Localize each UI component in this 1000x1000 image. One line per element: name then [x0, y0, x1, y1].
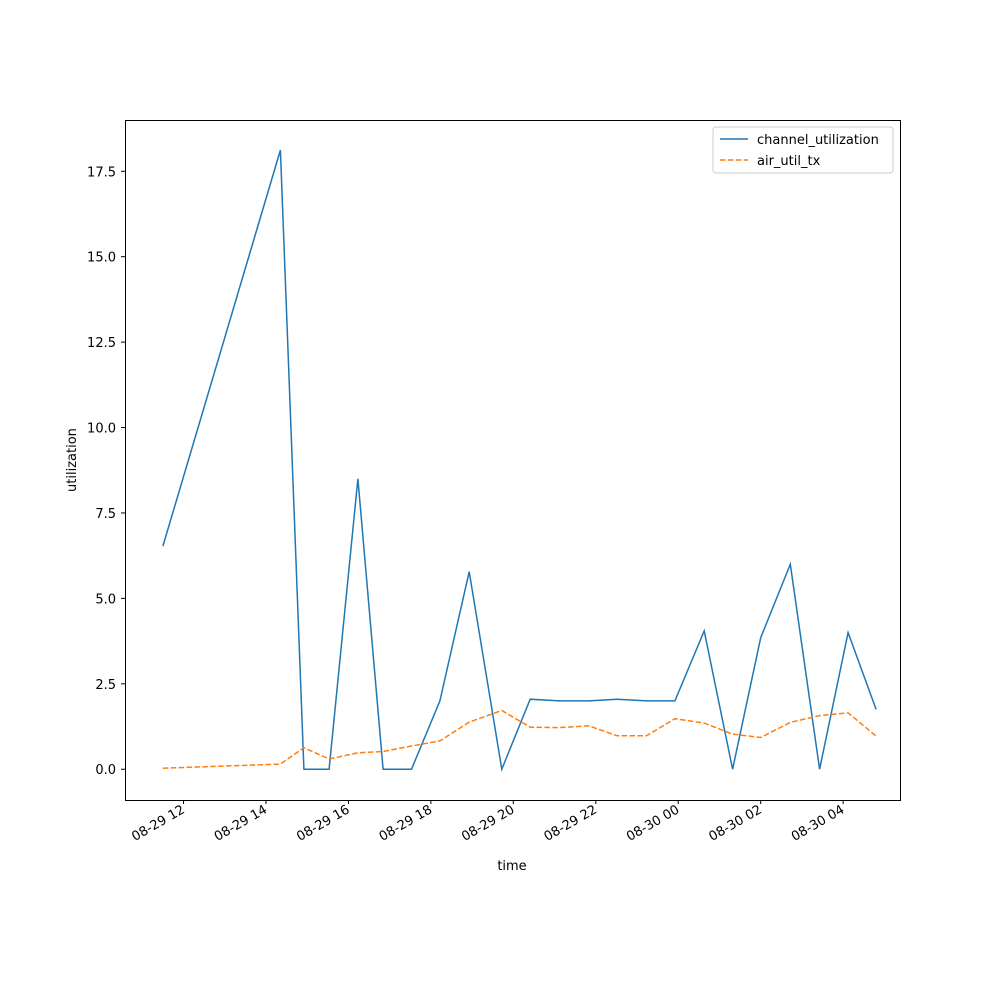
x-tick-label: 08-30 04 — [789, 802, 847, 844]
legend-label-channel-utilization: channel_utilization — [757, 133, 879, 148]
y-axis-label: utilization — [65, 428, 80, 492]
y-tick-label: 0.0 — [95, 763, 116, 778]
x-tick-label: 08-29 14 — [212, 802, 270, 844]
x-tick-label: 08-29 12 — [129, 802, 187, 844]
y-tick-label: 5.0 — [95, 592, 116, 607]
y-tick-label: 17.5 — [87, 165, 116, 180]
x-tick-label: 08-29 20 — [459, 802, 517, 844]
y-tick-label: 10.0 — [87, 422, 116, 437]
legend-box — [712, 126, 894, 174]
y-tick-label: 2.5 — [95, 678, 116, 693]
plot-frame — [125, 120, 901, 801]
series-line-air-util-tx — [162, 709, 877, 769]
x-axis-label: time — [497, 859, 526, 874]
x-tick-label: 08-29 16 — [294, 802, 352, 844]
series-line-channel-utilization — [162, 149, 877, 772]
y-tick-label: 15.0 — [87, 251, 116, 266]
y-tick-label: 12.5 — [87, 336, 116, 351]
x-tick-label: 08-29 22 — [542, 802, 600, 844]
x-tick-label: 08-30 02 — [707, 802, 765, 844]
legend-label-air-util-tx: air_util_tx — [757, 154, 821, 169]
legend: channel_utilization air_util_tx — [712, 126, 894, 174]
x-tick-label: 08-29 18 — [377, 802, 435, 844]
x-tick-label: 08-30 00 — [624, 802, 682, 844]
y-tick-label: 7.5 — [95, 507, 116, 522]
